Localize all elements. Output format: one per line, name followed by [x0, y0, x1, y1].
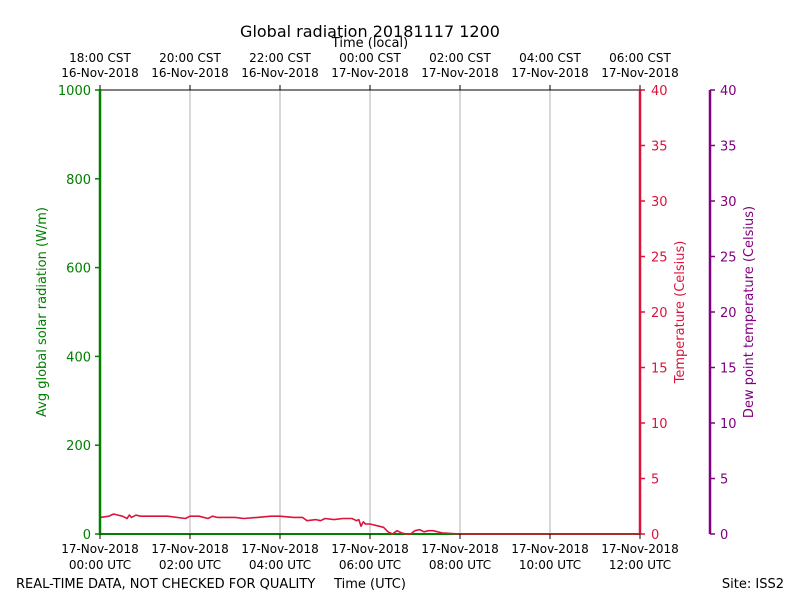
temperature-axis-ticks: 0 5 10 15 20 25 30 35 40: [640, 84, 668, 543]
top-tick-time: 22:00 CST: [249, 51, 311, 65]
temperature-series-line: [99, 513, 640, 535]
temperature-tick-label: 35: [651, 140, 668, 155]
left-tick-label: 600: [66, 262, 91, 277]
chart-title: Global radiation 20181117 1200: [240, 22, 500, 41]
bottom-tick-date: 17-Nov-2018: [421, 542, 499, 556]
left-axis-ticks: 0 200 400 600 800 1000: [58, 84, 100, 543]
top-axis-label: Time (local): [331, 36, 408, 51]
temperature-tick-label: 25: [651, 251, 668, 266]
left-tick-label: 200: [66, 439, 91, 454]
bottom-tick-date: 17-Nov-2018: [331, 542, 409, 556]
dewpoint-tick-label: 25: [720, 251, 737, 266]
dewpoint-tick-label: 0: [720, 528, 728, 543]
top-tick-date: 16-Nov-2018: [61, 66, 139, 80]
bottom-tick-date: 17-Nov-2018: [601, 542, 679, 556]
top-tick-time: 20:00 CST: [159, 51, 221, 65]
top-tick-time: 02:00 CST: [429, 51, 491, 65]
top-tick-date: 17-Nov-2018: [511, 66, 589, 80]
bottom-tick-time: 02:00 UTC: [159, 558, 221, 572]
bottom-tick-date: 17-Nov-2018: [511, 542, 589, 556]
left-tick-label: 1000: [58, 84, 91, 99]
bottom-tick-date: 17-Nov-2018: [151, 542, 229, 556]
top-tick-date: 17-Nov-2018: [331, 66, 409, 80]
dewpoint-axis-ticks: 0 5 10 15 20 25 30 35 40: [710, 84, 737, 543]
temperature-tick-label: 20: [651, 306, 668, 321]
bottom-tick-time: 06:00 UTC: [339, 558, 401, 572]
dewpoint-tick-label: 40: [720, 84, 737, 99]
x-axis-label: Time (UTC): [333, 577, 406, 592]
dewpoint-tick-label: 10: [720, 417, 737, 432]
bottom-tick-time: 04:00 UTC: [249, 558, 311, 572]
top-tick-date: 17-Nov-2018: [421, 66, 499, 80]
temperature-axis-label: Temperature (Celsius): [673, 241, 688, 385]
temperature-tick-label: 10: [651, 417, 668, 432]
top-tick-time: 04:00 CST: [519, 51, 581, 65]
top-tick-date: 16-Nov-2018: [241, 66, 319, 80]
bottom-axis-ticks: 17-Nov-2018 00:00 UTC 17-Nov-2018 02:00 UTC…: [61, 534, 679, 572]
quality-disclaimer: REAL-TIME DATA, NOT CHECKED FOR QUALITY: [16, 577, 315, 592]
grid-lines: [189, 90, 551, 534]
bottom-tick-date: 17-Nov-2018: [61, 542, 139, 556]
top-tick-date: 17-Nov-2018: [601, 66, 679, 80]
top-tick-date: 16-Nov-2018: [151, 66, 229, 80]
temperature-tick-label: 30: [651, 195, 668, 210]
site-label: Site: ISS2: [722, 577, 784, 592]
dewpoint-tick-label: 5: [720, 473, 728, 488]
left-axis-label: Avg global solar radiation (W/m): [35, 207, 50, 417]
bottom-tick-time: 00:00 UTC: [69, 558, 131, 572]
bottom-tick-time: 10:00 UTC: [519, 558, 581, 572]
bottom-tick-time: 08:00 UTC: [429, 558, 491, 572]
top-tick-time: 06:00 CST: [609, 51, 671, 65]
left-tick-label: 800: [66, 173, 91, 188]
left-tick-label: 0: [83, 528, 91, 543]
top-tick-time: 18:00 CST: [69, 51, 131, 65]
temperature-tick-label: 15: [651, 362, 668, 377]
dewpoint-axis-label: Dew point temperature (Celsius): [742, 206, 757, 418]
dewpoint-tick-label: 15: [720, 362, 737, 377]
dewpoint-tick-label: 30: [720, 195, 737, 210]
bottom-tick-date: 17-Nov-2018: [241, 542, 319, 556]
dewpoint-tick-label: 20: [720, 306, 737, 321]
temperature-tick-label: 0: [651, 528, 659, 543]
dewpoint-tick-label: 35: [720, 140, 737, 155]
left-tick-label: 400: [66, 350, 91, 365]
temperature-tick-label: 5: [651, 473, 659, 488]
temperature-tick-label: 40: [651, 84, 668, 99]
bottom-tick-time: 12:00 UTC: [609, 558, 671, 572]
top-tick-time: 00:00 CST: [339, 51, 401, 65]
